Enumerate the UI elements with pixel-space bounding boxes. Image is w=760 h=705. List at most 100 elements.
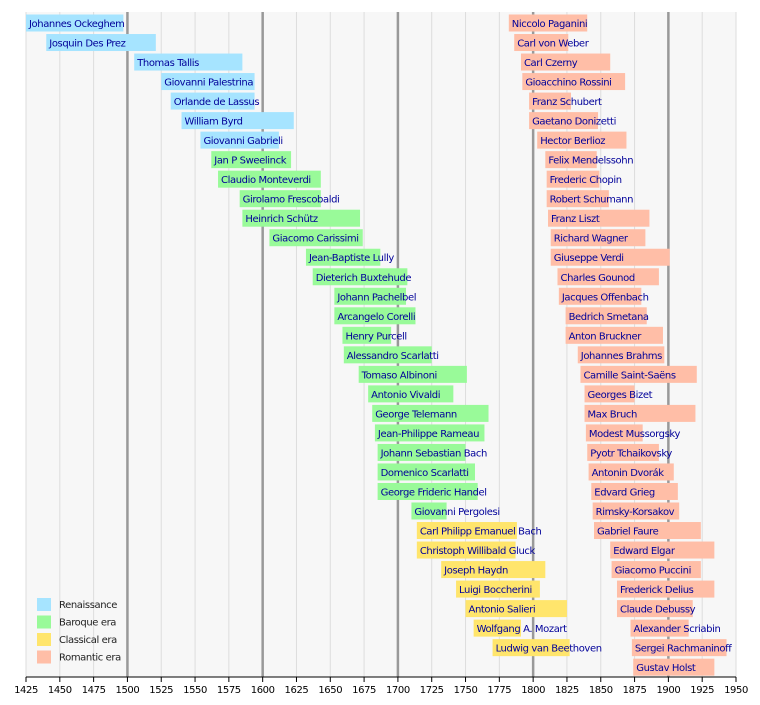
composer-label: Jean-Philippe Rameau [377,429,479,440]
composer-label: Claudio Monteverdi [221,175,311,186]
lifespan-bar [591,482,678,500]
composer-label: Frederick Delius [620,585,694,596]
lifespan-bar [616,600,693,618]
lifespan-bar [239,190,321,208]
lifespan-bar [611,561,701,579]
lifespan-bar [416,541,516,559]
composer-label: Josquin Des Prez [48,39,125,50]
lifespan-bar [269,229,363,247]
x-tick-label: 1625 [285,685,309,696]
composer-label: Sergei Rachmaninoff [635,644,732,655]
composer-label: Ludwig van Beethoven [496,644,602,655]
lifespan-bar [584,385,635,403]
lifespan-bar [585,424,643,442]
lifespan-bar [416,522,517,540]
legend-label: Romantic era [59,653,121,664]
lifespan-bar [473,619,521,637]
x-tick-label: 1675 [352,685,376,696]
lifespan-bar [584,404,696,422]
composer-label: Richard Wagner [554,234,629,245]
lifespan-bar [610,541,715,559]
composer-label: Antonio Vivaldi [371,390,440,401]
x-tick-label: 1800 [521,685,545,696]
x-tick-label: 1750 [454,685,478,696]
x-tick-label: 1450 [48,685,72,696]
composer-label: Franz Liszt [551,214,600,225]
composer-label: Thomas Tallis [136,58,199,69]
composer-label: Alessandro Scarlatti [347,351,439,362]
composer-label: Heinrich Schütz [245,214,318,225]
lifespan-bar [616,580,715,598]
lifespan-bar [514,34,569,52]
composer-label: Jan P Sweelinck [213,156,286,167]
lifespan-bar [592,502,680,520]
lifespan-bar [377,443,466,461]
composer-label: Gabriel Faure [597,527,659,538]
composer-label: Jacques Offenbach [561,292,649,303]
x-tick-label: 1575 [217,685,241,696]
lifespan-bar [529,112,599,130]
x-tick-label: 1700 [386,685,410,696]
composer-label: George Frideric Handel [381,487,487,498]
composer-label: Gaetano Donizetti [532,117,616,128]
composer-label: Max Bruch [588,409,637,420]
composer-label: Modest Mussorgsky [589,429,681,440]
composer-label: Dieterich Buxtehude [316,273,412,284]
lifespan-bar [546,170,600,188]
composer-label: Claude Debussy [620,605,696,616]
composer-label: Giovanni Palestrina [164,78,253,89]
lifespan-bar [594,522,701,540]
lifespan-bar [374,424,485,442]
lifespan-bar [577,346,665,364]
composer-label: Carl Czerny [524,58,578,69]
lifespan-bar [565,326,663,344]
lifespan-bar [465,600,567,618]
lifespan-bar [170,92,255,110]
lifespan-bar [520,53,611,71]
lifespan-bar [46,34,156,52]
lifespan-bar [200,131,279,149]
composer-label: Felix Mendelssohn [548,156,633,167]
x-tick-label: 1425 [14,685,38,696]
composer-label: Johann Sebastian Bach [380,448,487,459]
composer-label: Gustav Holst [636,663,696,674]
lifespan-bar [529,92,572,110]
lifespan-bar [334,287,407,305]
lifespan-bar [550,229,646,247]
composer-label: Pyotr Tchaikovsky [590,448,672,459]
x-tick-label: 1500 [115,685,139,696]
composer-label: George Telemann [375,409,457,420]
lifespan-bar [305,248,381,266]
composer-label: Johann Pachelbel [336,292,416,303]
composer-label: Charles Gounod [560,273,634,284]
lifespan-bar [545,151,597,169]
lifespan-bar [343,346,432,364]
composer-label: Alexander Scriabin [634,624,721,635]
composer-label: Camille Saint-Saëns [583,370,675,381]
lifespan-bar [633,658,715,676]
legend-label: Renaissance [59,600,117,611]
lifespan-bar [508,14,588,32]
composer-label: Johannes Ockeghem [28,19,125,30]
x-tick-label: 1475 [82,685,106,696]
composer-label: Edward Elgar [613,546,676,557]
lifespan-bar [372,404,489,422]
lifespan-bar [558,287,642,305]
lifespan-bar [312,268,408,286]
x-tick-label: 1875 [623,685,647,696]
lifespan-bar [242,209,361,227]
lifespan-bar [588,463,674,481]
composer-label: Antonio Salieri [469,605,536,616]
composer-label: Robert Schumann [550,195,633,206]
lifespan-bar [492,639,570,657]
x-tick-label: 1600 [251,685,275,696]
composer-label: Gioacchino Rossini [525,78,611,89]
lifespan-bar [334,307,416,325]
lifespan-bar [565,307,647,325]
lifespan-bar [368,385,454,403]
legend-label: Baroque era [59,618,116,629]
lifespan-bar [342,326,392,344]
composer-label: Bedrich Smetana [569,312,649,323]
lifespan-bar [550,248,670,266]
composer-label: Giovanni Pergolesi [414,507,499,518]
